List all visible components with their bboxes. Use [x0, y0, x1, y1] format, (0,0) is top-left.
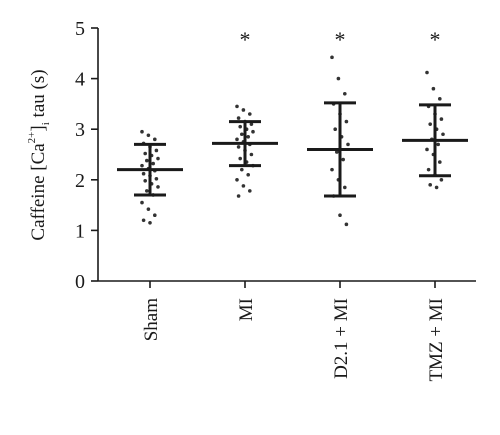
y-tick-label: 1 — [75, 220, 85, 242]
data-point — [235, 178, 239, 182]
significance-asterisk: * — [240, 27, 251, 52]
significance-markers: * * * — [240, 27, 441, 52]
data-point — [236, 194, 241, 198]
data-point — [241, 108, 246, 112]
data-point — [344, 222, 349, 227]
data-point — [145, 189, 149, 193]
data-point — [251, 129, 255, 134]
data-point — [154, 148, 159, 153]
data-point — [156, 185, 160, 189]
y-ticks: 0 1 2 3 4 5 — [75, 18, 98, 293]
data-point — [141, 218, 146, 223]
data-point — [249, 122, 254, 126]
data-point — [428, 183, 433, 187]
data-point — [330, 167, 334, 172]
data-point — [240, 132, 244, 137]
data-point — [333, 127, 338, 131]
data-point — [249, 152, 254, 157]
data-point — [344, 119, 349, 124]
data-point — [151, 161, 155, 166]
svg-text:Caffeine [Ca2+]i tau (s): Caffeine [Ca2+]i tau (s) — [26, 69, 52, 240]
data-point — [238, 156, 242, 161]
y-tick-label: 4 — [75, 69, 85, 91]
data-point — [346, 142, 350, 147]
data-point — [436, 142, 441, 147]
data-point — [240, 167, 244, 172]
y-label-suffix: tau (s) — [28, 69, 49, 122]
x-tick-label: MI — [236, 298, 257, 321]
data-point — [338, 213, 342, 218]
data-point — [438, 160, 442, 164]
data-point — [439, 117, 444, 121]
y-tick-label: 3 — [75, 119, 85, 141]
data-point — [241, 184, 246, 188]
data-point — [248, 189, 252, 193]
y-axis-label: Caffeine [Ca2+]i tau (s) — [26, 69, 52, 240]
data-point — [341, 157, 346, 162]
data-point — [235, 137, 239, 142]
y-tick-label: 0 — [75, 271, 85, 293]
data-point — [143, 151, 147, 156]
data-point — [335, 150, 339, 154]
data-point — [156, 156, 160, 161]
data-point — [140, 129, 144, 134]
data-point — [343, 185, 347, 190]
data-point — [426, 167, 431, 172]
data-point — [425, 147, 429, 152]
data-point — [140, 200, 144, 205]
data-point — [235, 104, 239, 109]
y-label-subscript: i — [40, 122, 52, 125]
y-label-superscript: 2+ — [26, 132, 38, 144]
y-tick-label: 2 — [75, 170, 85, 192]
data-point — [153, 213, 157, 218]
data-point — [148, 221, 152, 225]
data-point — [238, 124, 242, 129]
data-point — [336, 76, 341, 81]
data-point — [439, 178, 444, 182]
data-point — [143, 179, 147, 183]
significance-asterisk: * — [335, 27, 346, 52]
data-point — [343, 91, 347, 96]
data-point — [146, 133, 151, 138]
data-point — [434, 185, 439, 190]
data-points — [140, 55, 445, 227]
x-tick-label: Sham — [141, 298, 162, 342]
data-point — [248, 112, 252, 116]
data-point — [145, 158, 149, 163]
data-point — [441, 132, 445, 137]
data-point — [428, 122, 433, 126]
data-point — [153, 137, 157, 142]
data-point — [146, 207, 151, 211]
data-point — [141, 171, 146, 176]
data-point — [236, 116, 241, 120]
data-point — [246, 134, 250, 139]
x-tick-label: TMZ + MI — [426, 298, 447, 382]
y-tick-label: 5 — [75, 18, 85, 40]
mean-sd-bars — [117, 101, 468, 198]
data-point — [431, 86, 436, 91]
data-point — [330, 55, 334, 60]
data-point — [425, 70, 429, 75]
x-tick-label: D2.1 + MI — [331, 298, 352, 379]
x-ticks: Sham MI D2.1 + MI TMZ + MI — [141, 281, 447, 382]
y-label-prefix: Caffeine [Ca — [28, 143, 49, 241]
data-point — [236, 145, 241, 149]
data-point — [140, 163, 144, 168]
axes — [97, 28, 476, 282]
significance-asterisk: * — [430, 27, 441, 52]
data-point — [438, 97, 442, 101]
data-point — [246, 172, 250, 177]
data-point — [154, 176, 159, 181]
y-label-bracket: ] — [28, 125, 49, 131]
